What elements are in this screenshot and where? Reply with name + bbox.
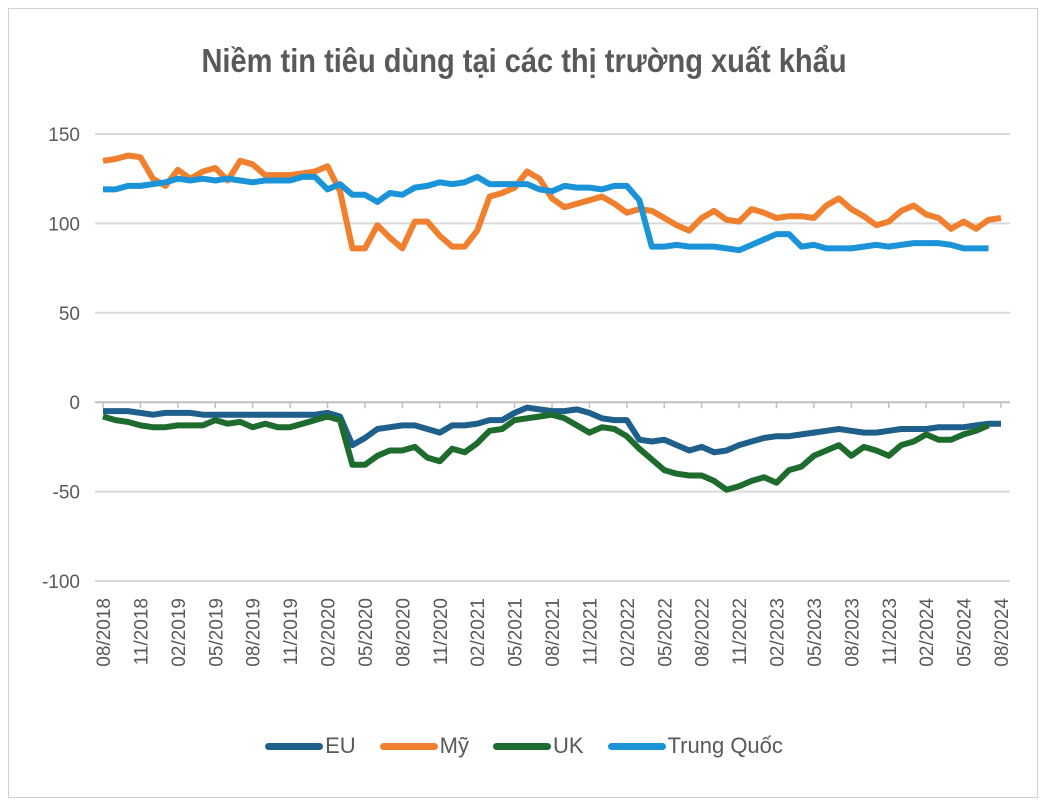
x-tick-label: 08/2019 — [244, 598, 265, 667]
x-tick-label: 05/2020 — [356, 598, 377, 667]
x-tick-label: 08/2023 — [842, 598, 863, 667]
x-tick-label: 02/2021 — [468, 598, 489, 667]
legend-label: Trung Quốc — [667, 733, 783, 758]
x-tick-label: 08/2018 — [94, 598, 115, 667]
x-tick-label: 05/2023 — [805, 598, 826, 667]
chart-title: Niềm tin tiêu dùng tại các thị trường xu… — [201, 42, 847, 79]
x-tick-label: 05/2021 — [506, 598, 527, 667]
x-tick-label: 02/2019 — [169, 598, 190, 667]
legend-item: Mỹ — [379, 733, 469, 759]
legend-label: Mỹ — [439, 733, 469, 758]
y-tick-label: 100 — [48, 214, 80, 235]
chart-frame — [8, 8, 1038, 798]
series-line-3 — [102, 411, 990, 493]
x-tick-label: 05/2022 — [655, 598, 676, 667]
legend-item: EU — [265, 733, 356, 759]
legend-label: EU — [325, 733, 356, 758]
x-tick-label: 05/2019 — [206, 598, 227, 667]
x-tick-label: 11/2023 — [880, 598, 901, 665]
legend-swatch — [379, 742, 438, 750]
legend-swatch — [265, 742, 324, 750]
x-tick-label: 11/2021 — [580, 598, 601, 665]
x-tick-label: 05/2024 — [955, 598, 976, 667]
x-tick-label: 08/2022 — [693, 598, 714, 667]
x-tick-label: 02/2022 — [618, 598, 639, 667]
series-line-2 — [102, 152, 1002, 252]
x-tick-label: 08/2020 — [393, 598, 414, 667]
x-tick-label: 08/2021 — [543, 598, 564, 667]
x-tick-label: 11/2022 — [730, 598, 751, 665]
legend-item: UK — [492, 733, 584, 759]
legend: EU Mỹ UK Trung Quốc — [0, 733, 1048, 759]
y-tick-label: 150 — [48, 125, 80, 146]
x-tick-label: 08/2024 — [992, 598, 1013, 667]
series-line-1 — [103, 404, 1001, 456]
x-tick-label: 02/2020 — [319, 598, 340, 667]
x-tick-label: 02/2024 — [917, 598, 938, 667]
x-tick-label: 02/2023 — [768, 598, 789, 667]
legend-swatch — [607, 742, 666, 750]
y-tick-label: -100 — [42, 572, 80, 593]
legend-label: UK — [552, 733, 584, 758]
x-tick-label: 11/2019 — [281, 598, 302, 665]
x-tick-label: 11/2020 — [431, 598, 452, 665]
series-line-4 — [103, 173, 989, 254]
y-tick-label: 0 — [69, 393, 80, 414]
legend-item: Trung Quốc — [607, 733, 783, 759]
legend-swatch — [492, 742, 551, 750]
y-tick-label: -50 — [53, 483, 80, 504]
x-tick-label: 11/2018 — [131, 598, 152, 665]
y-tick-label: 50 — [59, 304, 80, 325]
